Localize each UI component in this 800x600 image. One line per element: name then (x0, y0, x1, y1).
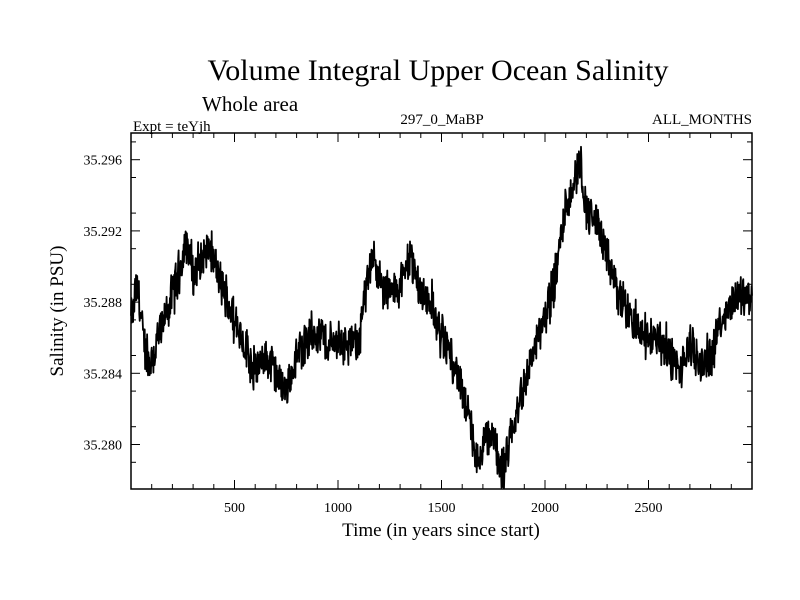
x-tick-label: 500 (224, 501, 245, 516)
months-label: ALL_MONTHS (652, 112, 752, 128)
expt-label: Expt = teYjh (133, 119, 211, 135)
x-tick-label: 1000 (324, 501, 352, 516)
y-axis-label: Salinity (in PSU) (47, 246, 68, 377)
series-line-salinity (130, 145, 753, 489)
x-tick-label: 1500 (428, 501, 456, 516)
x-tick-label: 2500 (635, 501, 663, 516)
chart-subtitle: Whole area (202, 92, 299, 116)
run-label: 297_0_MaBP (400, 112, 483, 128)
y-tick-label: 35.292 (84, 225, 123, 240)
x-tick-label: 2000 (531, 501, 559, 516)
y-tick-label: 35.284 (84, 367, 123, 382)
x-axis-label: Time (in years since start) (342, 520, 540, 541)
y-tick-label: 35.296 (84, 154, 123, 169)
y-tick-label: 35.288 (84, 296, 123, 311)
chart-title: Volume Integral Upper Ocean Salinity (208, 54, 669, 87)
y-tick-label: 35.280 (84, 439, 123, 454)
